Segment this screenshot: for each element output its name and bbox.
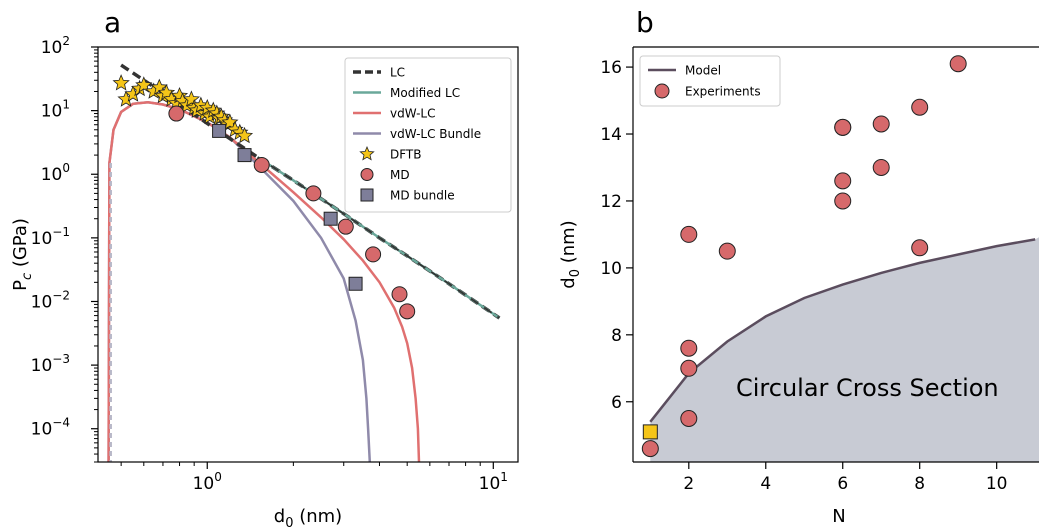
point-md-bundle (237, 148, 252, 163)
legend-swatch-dftb (359, 145, 375, 161)
panel-b-x-axis-label: N (832, 506, 845, 527)
panel-a-y-axis-label: Pc (GPa) (10, 218, 35, 291)
point-dftb (235, 126, 254, 144)
point-experiments (834, 172, 852, 190)
panel-a-frame (97, 46, 519, 463)
series-line-model (649, 238, 1036, 423)
panel-b-x-tick-label: 2 (683, 474, 694, 494)
legend-label-lc: LC (390, 66, 405, 80)
panel-b-label: b (636, 6, 654, 39)
point-experiments (872, 158, 890, 176)
point-highlight-square (642, 424, 658, 440)
panel-a-x-tick-label: 100 (193, 470, 222, 494)
panel-b-y-tick-label: 14 (600, 125, 622, 145)
point-md-bundle (348, 276, 363, 291)
series-line-vdw-lc (107, 101, 421, 462)
point-md (365, 246, 382, 263)
point-experiments (680, 339, 698, 357)
point-experiments (949, 55, 967, 73)
legend-swatch-experiments (654, 83, 670, 99)
legend-label-experiments: Experiments (685, 85, 761, 99)
point-md (253, 156, 270, 173)
point-dftb (112, 74, 130, 91)
point-experiments (911, 239, 929, 257)
panel-a-plot-area (107, 63, 501, 462)
legend-label-model: Model (685, 64, 721, 78)
point-experiments (834, 192, 852, 210)
panel-b-y-tick-label: 10 (600, 259, 622, 279)
panel-b-x-tick-label: 10 (986, 474, 1008, 494)
point-experiments (641, 440, 659, 458)
point-md-bundle (212, 123, 227, 138)
panel-b-y-tick-label: 6 (611, 393, 622, 413)
point-experiments (680, 359, 698, 377)
panel-a-label: a (104, 6, 121, 39)
point-md (305, 185, 322, 202)
panel-a-x-tick-label: 101 (479, 470, 508, 494)
panel-a-y-tick-label: 10−1 (31, 225, 70, 249)
panel-b-y-tick-label: 8 (611, 326, 622, 346)
panel-b-y-tick-label: 12 (600, 192, 622, 212)
point-experiments (911, 98, 929, 116)
panel-b-plot-area: Circular Cross Section (641, 55, 1039, 462)
point-md (168, 105, 185, 122)
panel-a-legend (344, 57, 512, 213)
panel-a-y-tick-label: 101 (41, 98, 70, 122)
legend-label-modified-lc: Modified LC (390, 86, 460, 100)
legend-label-vdw-lc: vdW-LC (390, 107, 436, 121)
point-experiments (680, 409, 698, 427)
circular-cross-section-region (650, 237, 1039, 462)
point-md (399, 303, 416, 320)
panel-a-y-tick-label: 100 (41, 161, 70, 185)
point-md-bundle (323, 211, 338, 226)
panel-b-x-tick-label: 4 (760, 474, 771, 494)
panel-a-y-tick-label: 10−2 (31, 288, 70, 312)
point-experiments (718, 242, 736, 260)
panel-a-y-tick-label: 102 (41, 34, 70, 58)
panel-b-y-tick-label: 16 (600, 58, 622, 78)
panel-a: a 100 101 102 101 100 10−1 10−2 10−3 10−4 d0 (nm) P… (10, 6, 519, 531)
region-annotation: Circular Cross Section (736, 374, 999, 402)
point-md (391, 286, 408, 303)
legend-swatch-md (360, 168, 374, 181)
panel-b-x-tick-label: 6 (837, 474, 848, 494)
point-dftb (135, 76, 153, 93)
panel-a-x-axis-label: d0 (nm) (274, 506, 342, 531)
legend-label-md: MD (390, 168, 410, 182)
point-md (337, 218, 354, 235)
series-line-lc-overlay (257, 156, 500, 319)
legend-label-dftb: DFTB (390, 148, 422, 162)
legend-swatch-md-bundle (360, 188, 374, 202)
panel-a-y-tick-label: 10−4 (31, 416, 70, 440)
panel-a-y-tick-label: 10−3 (31, 352, 70, 376)
panel-b: b Circular Cross Section 2 4 6 8 10 6 8 10 12 14 16 N… (558, 6, 1039, 527)
point-experiments (834, 118, 852, 136)
panel-b-x-tick-label: 8 (914, 474, 925, 494)
legend-label-md-bundle: MD bundle (390, 189, 455, 203)
legend-label-vdw-lc-bundle: vdW-LC Bundle (390, 127, 481, 141)
panel-b-y-axis-label: d0 (nm) (558, 220, 583, 288)
point-experiments (680, 225, 698, 243)
point-experiments (872, 115, 890, 133)
panel-b-legend (639, 55, 781, 107)
